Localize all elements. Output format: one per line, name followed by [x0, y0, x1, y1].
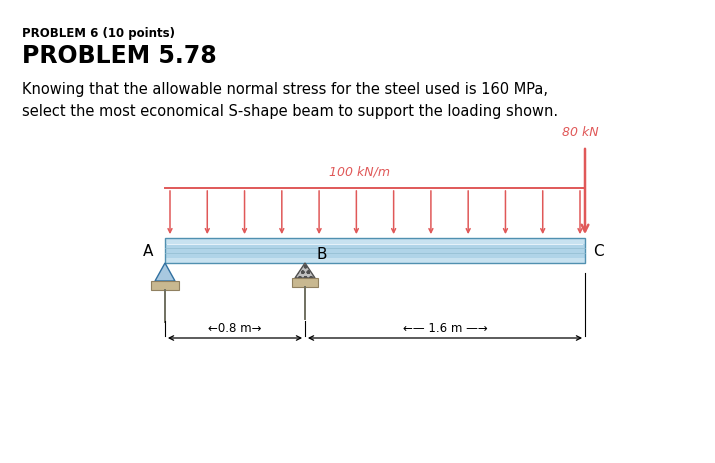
Bar	[165, 258, 585, 263]
Text: 80 kN: 80 kN	[562, 126, 598, 139]
Text: ←— 1.6 m —→: ←— 1.6 m —→	[403, 321, 488, 334]
Text: PROBLEM 5.78: PROBLEM 5.78	[22, 44, 217, 68]
Text: B: B	[317, 246, 327, 262]
Bar	[292, 278, 318, 288]
Text: select the most economical S-shape beam to support the loading shown.: select the most economical S-shape beam …	[22, 104, 558, 119]
Text: PROBLEM 6 (10 points): PROBLEM 6 (10 points)	[22, 27, 175, 40]
Polygon shape	[295, 263, 315, 278]
Polygon shape	[155, 263, 175, 282]
Text: ←0.8 m→: ←0.8 m→	[208, 321, 262, 334]
Bar	[165, 244, 585, 258]
Text: C: C	[593, 244, 603, 258]
Text: A: A	[142, 244, 153, 258]
Text: 100 kN/m: 100 kN/m	[330, 166, 390, 179]
Bar	[151, 282, 179, 290]
Text: Knowing that the allowable normal stress for the steel used is 160 MPa,: Knowing that the allowable normal stress…	[22, 82, 548, 97]
Bar	[165, 238, 585, 263]
Bar	[167, 240, 583, 245]
Bar	[165, 238, 585, 244]
